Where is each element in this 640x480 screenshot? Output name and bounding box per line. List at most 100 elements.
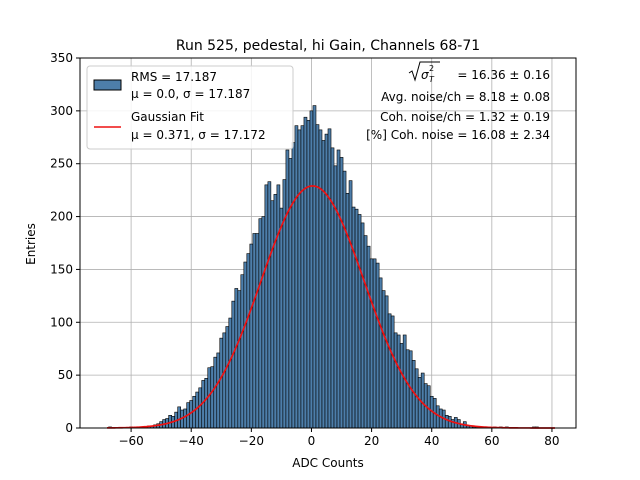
- histogram-bar: [343, 171, 346, 428]
- histogram-bar: [256, 233, 259, 428]
- histogram-bar: [436, 406, 439, 428]
- legend-label-fit-stats: μ = 0.371, σ = 17.172: [131, 128, 266, 142]
- histogram-bar: [358, 214, 361, 428]
- histogram-bar: [229, 318, 232, 428]
- histogram-bar: [397, 335, 400, 428]
- x-tick-label: 0: [308, 434, 316, 448]
- histogram-bar: [184, 409, 187, 428]
- y-axis-label: Entries: [24, 223, 38, 265]
- y-tick-label: 100: [50, 315, 73, 329]
- histogram-bar: [439, 409, 442, 428]
- histogram-bar: [388, 314, 391, 428]
- histogram-bar: [271, 201, 274, 428]
- x-tick-label: 40: [424, 434, 439, 448]
- histogram-bar: [418, 377, 421, 428]
- histogram-bar: [289, 158, 292, 428]
- histogram-bar: [355, 209, 358, 428]
- histogram-bar: [400, 343, 403, 428]
- y-tick-label: 200: [50, 210, 73, 224]
- annotation-total-noise: = 16.36 ± 0.16: [457, 68, 550, 82]
- histogram-bar: [268, 182, 271, 428]
- x-tick-label: 60: [484, 434, 499, 448]
- x-tick-label: −20: [239, 434, 264, 448]
- histogram-bar: [445, 415, 448, 428]
- histogram-bar: [244, 262, 247, 428]
- histogram-bar: [376, 263, 379, 428]
- histogram-bar: [340, 157, 343, 428]
- chart-title: Run 525, pedestal, hi Gain, Channels 68-…: [176, 38, 480, 54]
- legend-label-rms-stats: μ = 0.0, σ = 17.187: [131, 87, 250, 101]
- histogram-bar: [322, 140, 325, 428]
- y-tick-label: 300: [50, 104, 73, 118]
- histogram-bar: [232, 301, 235, 428]
- histogram-bar: [250, 244, 253, 428]
- histogram-bar: [316, 125, 319, 428]
- histogram-bar: [382, 291, 385, 428]
- sigma-glyph: σ: [421, 68, 429, 82]
- histogram-bar: [235, 288, 238, 428]
- histogram-bar: [298, 130, 301, 428]
- histogram-bar: [277, 185, 280, 428]
- x-tick-label: −60: [118, 434, 143, 448]
- histogram-bar: [352, 207, 355, 428]
- histogram-bar: [253, 233, 256, 428]
- histogram-bar: [292, 143, 295, 428]
- histogram-bar: [241, 275, 244, 428]
- histogram-bar: [337, 150, 340, 428]
- histogram-bar: [448, 416, 451, 428]
- histogram-bar: [214, 357, 217, 428]
- legend-patch-rms: [94, 80, 121, 90]
- annotation-coh-noise: Coh. noise/ch = 1.32 ± 0.19: [380, 110, 550, 124]
- histogram-bar: [379, 278, 382, 428]
- x-axis-label: ADC Counts: [292, 456, 364, 470]
- histogram-bar: [226, 327, 229, 428]
- legend: RMS = 17.187 μ = 0.0, σ = 17.187 Gaussia…: [87, 66, 293, 149]
- histogram-bar: [286, 150, 289, 428]
- x-tick-label: 80: [544, 434, 559, 448]
- sigma-superscript: 2: [429, 64, 434, 73]
- x-tick-label: −40: [179, 434, 204, 448]
- legend-label-fit: Gaussian Fit: [131, 110, 204, 124]
- x-tick-label: 20: [364, 434, 379, 448]
- histogram-bar: [373, 259, 376, 428]
- histogram-bar: [238, 291, 241, 428]
- histogram-bar: [211, 367, 214, 428]
- histogram-bar: [178, 407, 181, 428]
- histogram-bar: [328, 129, 331, 428]
- y-tick-label: 50: [58, 368, 73, 382]
- histogram-bar: [421, 373, 424, 428]
- histogram-bar: [199, 388, 202, 428]
- histogram-bar: [406, 350, 409, 428]
- histogram-bar: [304, 117, 307, 428]
- y-tick-label: 250: [50, 157, 73, 171]
- y-tick-label: 350: [50, 51, 73, 65]
- histogram-bar: [319, 130, 322, 428]
- histogram-bar: [313, 106, 316, 428]
- histogram-bar: [331, 148, 334, 428]
- histogram-bar: [346, 193, 349, 428]
- histogram-bar: [349, 181, 352, 428]
- histogram-bar: [364, 236, 367, 428]
- y-tick-label: 150: [50, 262, 73, 276]
- histogram-bar: [259, 219, 262, 428]
- histogram-bar: [310, 111, 313, 428]
- histogram-bar: [262, 217, 265, 428]
- y-tick-label: 0: [65, 421, 73, 435]
- histogram-bar: [394, 333, 397, 428]
- histogram-bar: [301, 126, 304, 428]
- histogram-bar: [274, 194, 277, 428]
- histogram-bar: [295, 126, 298, 428]
- histogram-bar: [247, 254, 250, 428]
- histogram-bar: [220, 338, 223, 428]
- histogram-bar: [361, 223, 364, 428]
- annotation-avg-noise: Avg. noise/ch = 8.18 ± 0.08: [381, 90, 550, 104]
- histogram-bar: [265, 185, 268, 428]
- histogram-bar: [370, 259, 373, 428]
- histogram-bar: [280, 208, 283, 428]
- histogram-bar: [217, 353, 220, 428]
- histogram-bar: [385, 296, 388, 428]
- legend-label-rms: RMS = 17.187: [131, 70, 217, 84]
- histogram-bar: [307, 120, 310, 428]
- histogram-bar: [391, 316, 394, 428]
